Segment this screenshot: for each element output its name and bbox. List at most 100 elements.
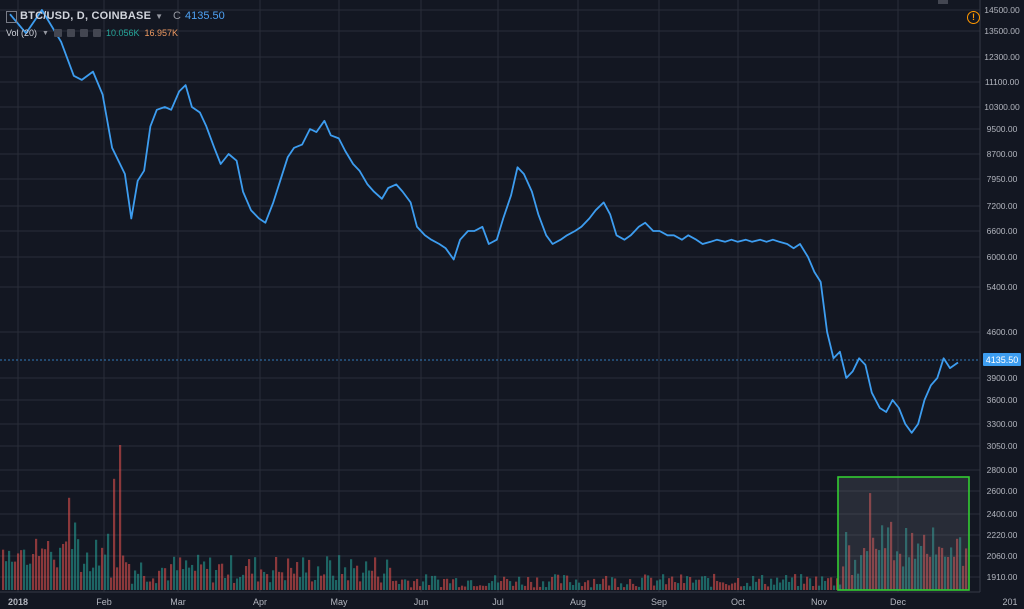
volume-bar [92,567,95,590]
menu-icon[interactable] [6,11,17,23]
volume-bar [899,553,902,590]
volume-bar [557,574,560,590]
volume-bar [755,581,758,590]
volume-bar [335,580,338,590]
highlight-box [837,476,970,591]
volume-bar [5,561,8,590]
price-series-line [9,9,959,434]
volume-bar [632,583,635,590]
volume-bar [89,571,92,590]
visibility-icon[interactable] [53,29,62,37]
scroll-handle[interactable] [938,0,948,4]
volume-bar [290,567,293,590]
volume-bar [407,580,410,590]
x-tick-label: Nov [811,597,828,607]
volume-bar [500,581,503,590]
volume-bar [416,578,419,590]
y-tick-label: 6000.00 [987,252,1018,262]
volume-bar [944,556,947,590]
volume-bar [464,586,467,590]
volume-bar [362,572,365,590]
volume-bar [47,541,50,590]
volume-bar [485,585,488,590]
volume-bar [197,554,200,590]
volume-bar [137,573,140,590]
volume-bar [479,585,482,590]
volume-bar [662,574,665,590]
volume-bar [728,585,731,590]
volume-bar [779,582,782,590]
volume-bar [251,573,254,590]
volume-bar [707,578,710,590]
settings-icon[interactable] [66,29,75,37]
volume-bar [752,575,755,590]
y-axis-ticks: 14500.00 13500.00 12300.00 11100.00 10300.00… [984,5,1020,582]
volume-bar [611,577,614,590]
volume-bar [698,579,701,590]
volume-bar [62,543,65,590]
y-tick-label: 7200.00 [987,201,1018,211]
symbol-label[interactable]: BTC/USD, D, COINBASE [20,10,152,22]
alert-icon[interactable]: ! [967,11,980,24]
volume-bar [683,583,686,590]
volume-bar [716,580,719,590]
volume-bar [917,543,920,590]
volume-bar [281,572,284,590]
volume-bar [440,587,443,590]
volume-bar [836,578,839,590]
volume-bar [65,541,68,590]
volume-bar [206,568,209,590]
add-icon[interactable] [79,29,88,37]
volume-bar [32,554,35,590]
volume-bar [791,577,794,590]
volume-bar [956,538,959,590]
volume-bar [344,567,347,590]
volume-bar [731,583,734,590]
volume-bar [257,581,260,590]
volume-indicator-label[interactable]: Vol (20) [6,28,38,38]
volume-bar [470,580,473,590]
grid [0,0,980,592]
volume-bar [818,585,821,590]
volume-bar [374,557,377,590]
x-tick-label: Dec [890,597,907,607]
volume-bar [215,569,218,590]
volume-bar [380,582,383,590]
volume-bar [383,573,386,590]
chevron-down-icon[interactable]: ▼ [42,29,49,37]
volume-bar [200,564,203,590]
volume-bar [191,564,194,590]
volume-bar [923,534,926,590]
volume-bar [101,547,104,590]
volume-bar [359,581,362,590]
volume-bar [551,576,554,590]
volume-bar [536,577,539,590]
x-tick-label: 201 [1002,597,1017,607]
volume-bar [278,571,281,590]
volume-bar [176,570,179,590]
volume-bar [599,584,602,590]
close-icon[interactable] [92,29,101,37]
volume-bar [422,581,425,590]
volume-bar [230,555,233,590]
x-tick-label: Oct [731,597,746,607]
volume-bar [473,586,476,590]
volume-bar [299,577,302,590]
volume-bar [107,533,110,590]
volume-bar [689,577,692,590]
volume-bar [515,581,518,590]
volume-bar [821,576,824,590]
volume-bar [542,581,545,590]
volume-bar [11,561,14,590]
volume-bar [320,575,323,590]
chevron-down-icon[interactable]: ▼ [155,11,164,21]
y-tick-label: 3900.00 [987,373,1018,383]
volume-bar [164,568,167,590]
volume-bar [38,556,41,590]
volume-bar [398,584,401,590]
volume-bar [569,582,572,590]
volume-bar [452,579,455,590]
volume-bar [77,539,80,590]
volume-bar [173,556,176,590]
volume-bar [356,565,359,590]
